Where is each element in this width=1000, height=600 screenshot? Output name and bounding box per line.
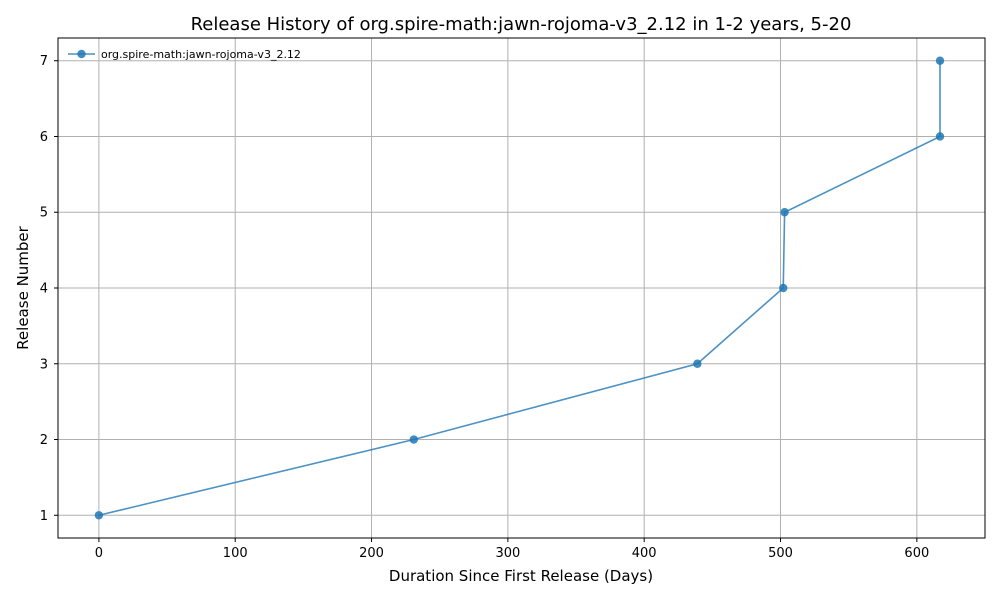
y-tick-label: 4: [40, 282, 48, 297]
x-axis-label: Duration Since First Release (Days): [389, 567, 653, 585]
x-tick-label: 400: [632, 546, 657, 561]
y-tick-label: 7: [40, 54, 48, 69]
y-tick-label: 2: [40, 433, 48, 448]
y-tick-label: 3: [40, 357, 48, 372]
data-point: [693, 359, 702, 368]
chart-title: Release History of org.spire-math:jawn-r…: [191, 14, 852, 35]
y-axis-label: Release Number: [14, 225, 32, 349]
y-tick-label: 6: [40, 130, 48, 145]
x-tick-label: 100: [223, 546, 248, 561]
data-point: [780, 208, 789, 217]
y-axis-ticks: 1 2 3 4 5 6 7: [40, 54, 58, 524]
grid-lines: [58, 38, 985, 538]
x-tick-label: 500: [768, 546, 793, 561]
data-point: [935, 132, 945, 141]
x-tick-label: 600: [904, 546, 929, 561]
y-tick-label: 1: [40, 509, 48, 524]
x-axis-ticks: 0 100 200 300 400 500 600: [95, 538, 929, 561]
series-layer: [94, 56, 945, 520]
data-point: [935, 56, 945, 65]
x-tick-label: 200: [359, 546, 384, 561]
data-point: [409, 435, 419, 444]
legend: org.spire-math:jawn-rojoma-v3_2.12: [68, 48, 301, 61]
x-tick-label: 300: [495, 546, 520, 561]
legend-entry-label: org.spire-math:jawn-rojoma-v3_2.12: [101, 48, 301, 61]
y-tick-label: 5: [40, 206, 48, 221]
data-point: [94, 511, 104, 520]
x-tick-label: 0: [95, 546, 103, 561]
data-point: [779, 283, 788, 293]
legend-marker-swatch: [77, 49, 86, 59]
